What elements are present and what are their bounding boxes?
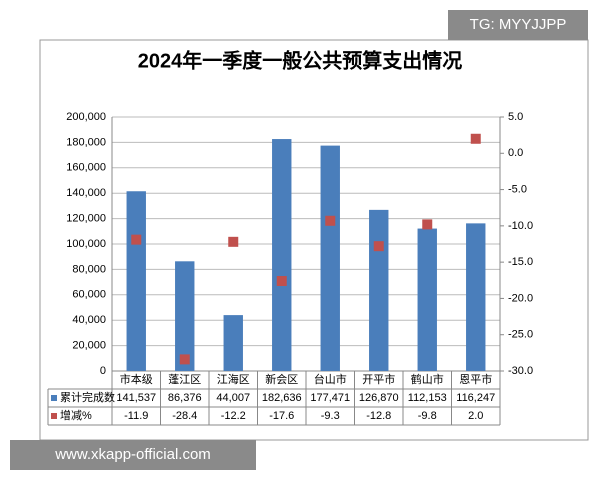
bar	[175, 261, 195, 371]
data-label: -28.4	[172, 410, 197, 422]
x-tick-label: 恩平市	[459, 372, 492, 386]
x-tick-label: 开平市	[362, 372, 395, 386]
watermark-box	[10, 440, 256, 470]
legend-swatch	[51, 413, 57, 419]
x-tick-label: 新会区	[265, 372, 298, 386]
y2-tick-label: -20.0	[508, 292, 533, 304]
bar	[369, 209, 389, 371]
y-tick-label: 140,000	[66, 187, 106, 199]
legend-swatch	[51, 395, 57, 401]
marker	[228, 236, 239, 247]
data-label: 86,376	[168, 392, 202, 404]
marker	[470, 133, 481, 144]
chart-title: 2024年一季度一般公共预算支出情况	[138, 48, 463, 72]
legend-label: 增减%	[60, 408, 92, 422]
bar	[466, 223, 486, 371]
bar	[320, 145, 340, 371]
marker	[325, 215, 336, 226]
x-tick-label: 江海区	[217, 372, 250, 386]
data-label: -12.8	[366, 410, 391, 422]
bar	[223, 315, 243, 371]
y-tick-label: 120,000	[66, 213, 106, 225]
marker	[131, 234, 142, 245]
data-label: -17.6	[269, 410, 294, 422]
y2-tick-label: -30.0	[508, 365, 533, 377]
x-tick-label: 蓬江区	[168, 373, 201, 386]
marker	[276, 276, 287, 287]
y-tick-label: 200,000	[66, 111, 106, 123]
legend-label: 累计完成数	[60, 390, 115, 404]
y-tick-label: 20,000	[72, 340, 106, 352]
data-label: 116,247	[456, 392, 495, 404]
data-label: 177,471	[310, 392, 350, 404]
x-tick-label: 台山市	[314, 372, 347, 386]
marker	[373, 241, 384, 252]
x-tick-label: 市本级	[120, 372, 153, 386]
y-tick-label: 40,000	[72, 314, 106, 326]
y-tick-label: 80,000	[72, 263, 106, 275]
bar	[417, 228, 437, 371]
data-label: -11.9	[124, 410, 148, 422]
bar	[272, 139, 292, 371]
marker	[179, 354, 190, 365]
data-label: 112,153	[408, 392, 447, 404]
data-label: 182,636	[262, 392, 302, 404]
watermark-box	[448, 10, 588, 40]
y-tick-label: 160,000	[66, 162, 106, 174]
y-tick-label: 180,000	[66, 136, 106, 148]
data-label: 126,870	[359, 392, 399, 404]
y2-tick-label: -5.0	[508, 183, 527, 195]
x-tick-label: 鹤山市	[411, 372, 444, 386]
data-label: -9.8	[418, 410, 437, 422]
y2-tick-label: 5.0	[508, 111, 523, 123]
data-label: 2.0	[468, 410, 483, 422]
y-tick-label: 0	[100, 365, 106, 377]
bar	[126, 191, 146, 371]
y2-tick-label: -15.0	[508, 256, 533, 268]
watermark: TG: MYYJJPP	[470, 16, 567, 33]
data-label: -12.2	[221, 410, 246, 422]
y2-tick-label: -25.0	[508, 329, 533, 341]
data-label: 44,007	[216, 392, 250, 404]
watermark: www.xkapp-official.com	[54, 446, 211, 463]
data-label: -9.3	[321, 410, 340, 422]
marker	[422, 219, 433, 230]
y2-tick-label: -10.0	[508, 220, 533, 232]
data-label: 141,537	[116, 392, 156, 404]
y-tick-label: 100,000	[66, 238, 106, 250]
y-tick-label: 60,000	[72, 289, 106, 301]
y2-tick-label: 0.0	[508, 147, 523, 159]
